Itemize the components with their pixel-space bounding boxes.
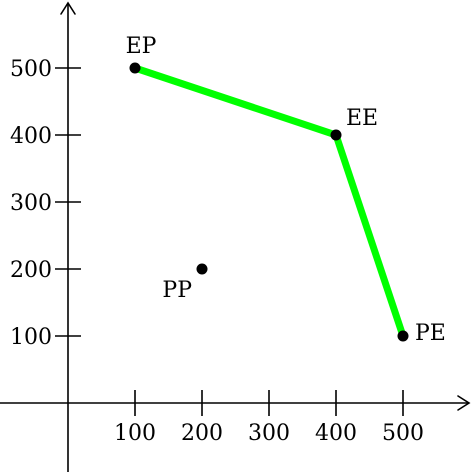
point-label-pp: PP	[162, 278, 192, 303]
y-tick-label: 400	[10, 124, 52, 149]
x-tick-label: 200	[181, 421, 223, 446]
x-tick-label: 400	[315, 421, 357, 446]
ticks: 100 200 300 400 500 100 200 300 400 500	[10, 57, 424, 446]
y-axis-arrow	[60, 1, 76, 15]
y-tick-label: 300	[10, 191, 52, 216]
x-tick-label: 500	[382, 421, 424, 446]
point-label-ee: EE	[346, 106, 378, 131]
x-axis-arrow	[457, 395, 471, 411]
y-tick-label: 100	[10, 325, 52, 350]
point-labels: EP EE PE PP	[126, 34, 446, 346]
data-point-pp	[196, 263, 208, 275]
y-tick-label: 500	[10, 57, 52, 82]
point-label-ep: EP	[126, 34, 157, 59]
x-tick-label: 100	[114, 421, 156, 446]
x-tick-label: 300	[248, 421, 290, 446]
data-point-ep	[129, 62, 141, 74]
point-label-pe: PE	[415, 321, 446, 346]
data-point-pe	[397, 330, 409, 342]
data-point-ee	[330, 129, 342, 141]
y-tick-label: 200	[10, 258, 52, 283]
data-points	[129, 62, 409, 342]
